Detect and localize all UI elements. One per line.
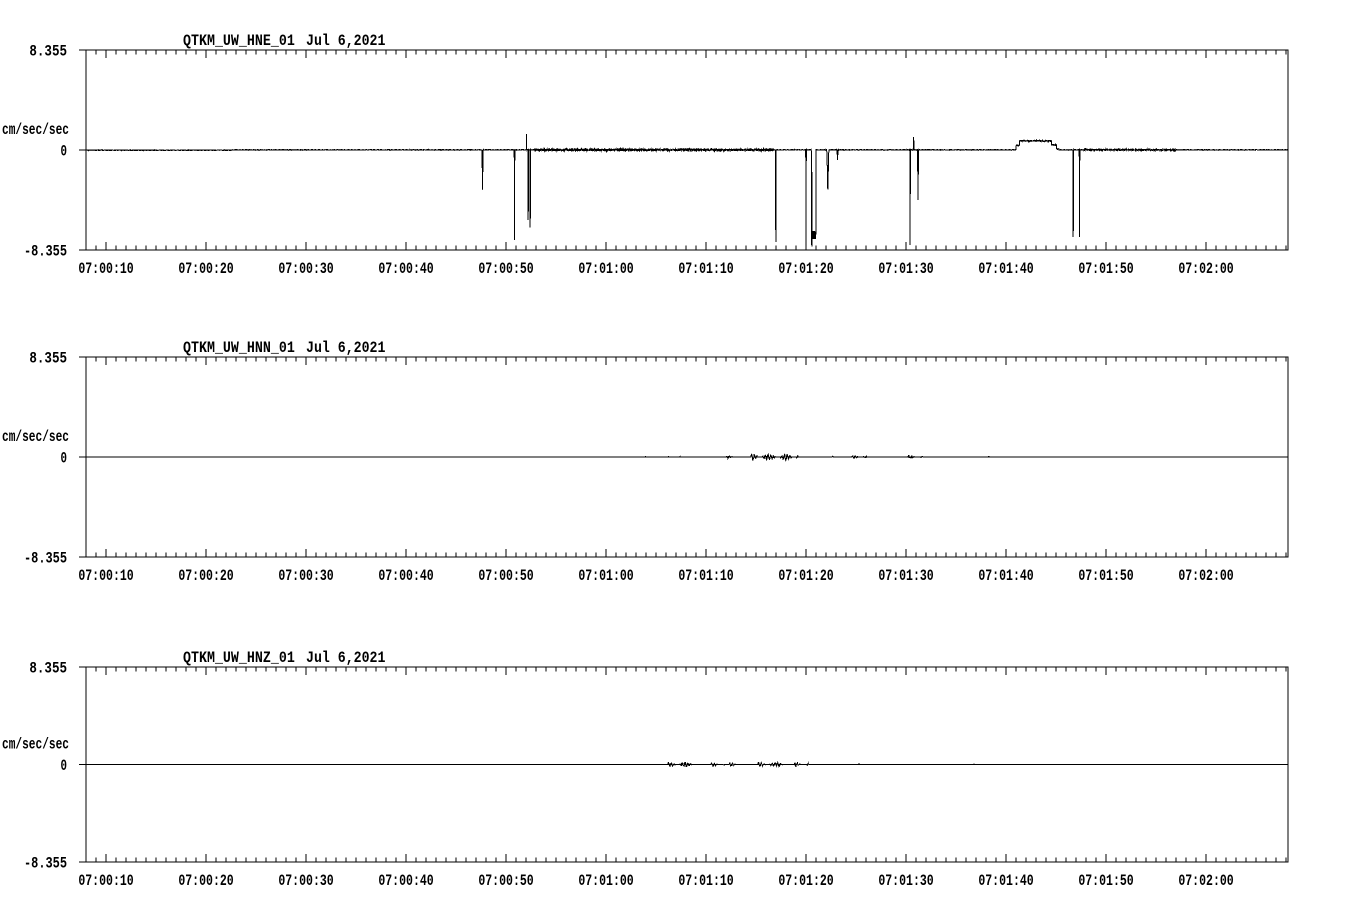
svg-text:07:01:10: 07:01:10 bbox=[678, 872, 733, 890]
svg-text:cm/sec/sec: cm/sec/sec bbox=[2, 736, 69, 754]
svg-text:-8.355: -8.355 bbox=[24, 243, 67, 261]
svg-text:07:01:20: 07:01:20 bbox=[778, 872, 833, 890]
svg-text:07:00:50: 07:00:50 bbox=[478, 872, 533, 890]
svg-text:07:01:40: 07:01:40 bbox=[978, 260, 1033, 278]
svg-text:07:01:00: 07:01:00 bbox=[578, 872, 633, 890]
svg-text:07:02:00: 07:02:00 bbox=[1178, 260, 1233, 278]
svg-text:0: 0 bbox=[61, 143, 68, 161]
svg-text:Jul 6,2021: Jul 6,2021 bbox=[306, 339, 385, 357]
svg-text:-8.355: -8.355 bbox=[24, 550, 67, 568]
svg-text:07:00:50: 07:00:50 bbox=[478, 260, 533, 278]
svg-text:07:01:30: 07:01:30 bbox=[878, 567, 933, 585]
svg-text:8.355: 8.355 bbox=[29, 660, 67, 678]
svg-text:07:01:30: 07:01:30 bbox=[878, 872, 933, 890]
svg-text:07:01:10: 07:01:10 bbox=[678, 260, 733, 278]
svg-text:07:00:10: 07:00:10 bbox=[78, 872, 133, 890]
svg-text:0: 0 bbox=[61, 757, 68, 775]
svg-text:QTKM_UW_HNN_01: QTKM_UW_HNN_01 bbox=[183, 339, 295, 357]
svg-text:07:00:40: 07:00:40 bbox=[378, 872, 433, 890]
svg-text:07:02:00: 07:02:00 bbox=[1178, 872, 1233, 890]
svg-text:07:01:50: 07:01:50 bbox=[1078, 872, 1133, 890]
svg-text:07:00:30: 07:00:30 bbox=[278, 872, 333, 890]
svg-text:07:01:20: 07:01:20 bbox=[778, 260, 833, 278]
svg-text:07:01:20: 07:01:20 bbox=[778, 567, 833, 585]
svg-text:07:00:30: 07:00:30 bbox=[278, 260, 333, 278]
svg-text:07:02:00: 07:02:00 bbox=[1178, 567, 1233, 585]
svg-text:07:01:30: 07:01:30 bbox=[878, 260, 933, 278]
svg-text:07:00:50: 07:00:50 bbox=[478, 567, 533, 585]
svg-text:QTKM_UW_HNE_01: QTKM_UW_HNE_01 bbox=[183, 32, 295, 50]
svg-text:cm/sec/sec: cm/sec/sec bbox=[2, 121, 69, 139]
svg-text:07:00:40: 07:00:40 bbox=[378, 260, 433, 278]
svg-text:-8.355: -8.355 bbox=[24, 855, 67, 873]
svg-text:Jul 6,2021: Jul 6,2021 bbox=[306, 649, 385, 667]
svg-text:cm/sec/sec: cm/sec/sec bbox=[2, 428, 69, 446]
svg-text:Jul 6,2021: Jul 6,2021 bbox=[306, 32, 385, 50]
svg-text:07:00:10: 07:00:10 bbox=[78, 567, 133, 585]
svg-text:07:01:50: 07:01:50 bbox=[1078, 567, 1133, 585]
svg-text:QTKM_UW_HNZ_01: QTKM_UW_HNZ_01 bbox=[183, 649, 295, 667]
svg-text:07:01:40: 07:01:40 bbox=[978, 872, 1033, 890]
svg-text:07:01:00: 07:01:00 bbox=[578, 260, 633, 278]
svg-text:07:00:20: 07:00:20 bbox=[178, 567, 233, 585]
svg-text:07:00:40: 07:00:40 bbox=[378, 567, 433, 585]
svg-text:8.355: 8.355 bbox=[29, 350, 67, 368]
svg-text:07:01:10: 07:01:10 bbox=[678, 567, 733, 585]
svg-text:07:00:20: 07:00:20 bbox=[178, 260, 233, 278]
svg-text:8.355: 8.355 bbox=[29, 43, 67, 61]
svg-text:07:01:50: 07:01:50 bbox=[1078, 260, 1133, 278]
svg-text:07:00:30: 07:00:30 bbox=[278, 567, 333, 585]
svg-text:07:01:00: 07:01:00 bbox=[578, 567, 633, 585]
svg-text:07:00:10: 07:00:10 bbox=[78, 260, 133, 278]
svg-text:0: 0 bbox=[61, 450, 68, 468]
svg-text:07:00:20: 07:00:20 bbox=[178, 872, 233, 890]
svg-text:07:01:40: 07:01:40 bbox=[978, 567, 1033, 585]
